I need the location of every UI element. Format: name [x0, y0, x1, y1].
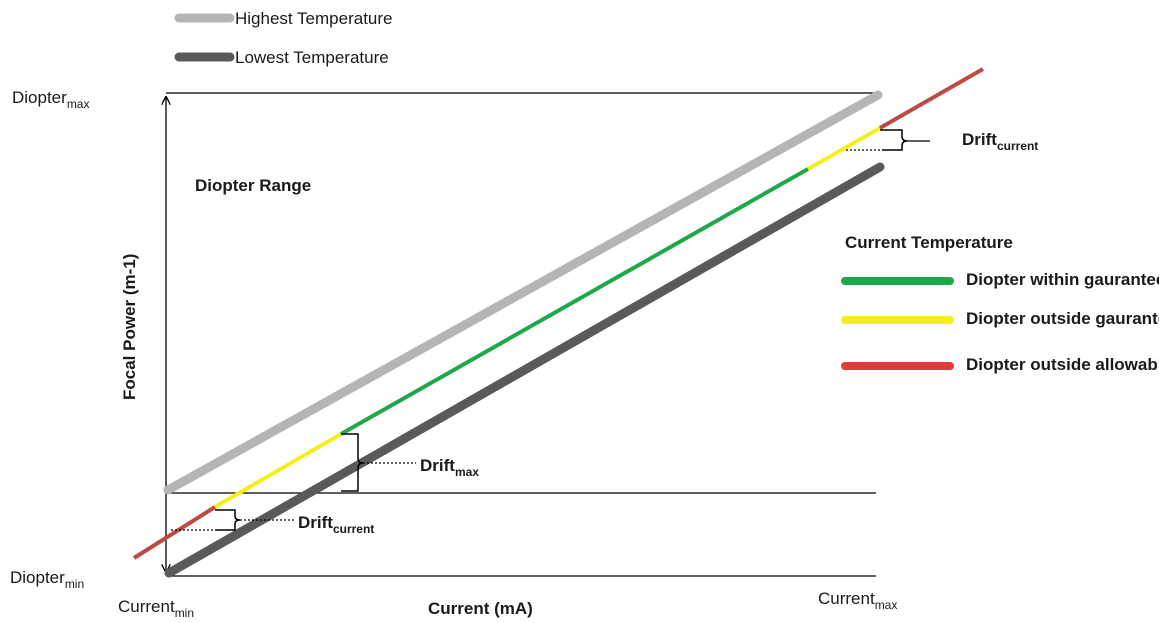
y-axis-label: Focal Power (m-1) — [120, 254, 139, 400]
current-temperature-title: Current Temperature — [845, 233, 1013, 252]
drift-max-bracket — [341, 433, 364, 492]
diopter-min-sub: min — [65, 577, 84, 591]
current-min-main: Current — [118, 597, 175, 616]
drift-current-high-bracket — [880, 129, 908, 151]
drift-current-high-sub: current — [997, 139, 1038, 153]
diopter-min-label: Dioptermin — [10, 568, 84, 591]
drift-current-high-main: Drift — [962, 130, 997, 149]
diopter-max-label: Dioptermax — [12, 88, 89, 111]
drift-current-low-label: Driftcurrent — [298, 513, 374, 536]
current-min-label: Currentmin — [118, 597, 194, 620]
lowest-temperature-line — [164, 162, 885, 578]
drift-current-low-main: Drift — [298, 513, 333, 532]
current-max-label: Currentmax — [818, 589, 897, 612]
current-line-yellow-low — [213, 432, 343, 509]
current-line-green — [340, 167, 809, 436]
drift-current-low-bracket — [215, 509, 241, 531]
current-max-sub: max — [875, 598, 898, 612]
legend-lowest-label: Lowest Temperature — [235, 48, 389, 67]
drift-current-high-label: Driftcurrent — [962, 130, 1038, 153]
highest-temperature-line — [163, 90, 883, 495]
legend-yellow-label: Diopter outside gauranteed range — [966, 309, 1159, 328]
diopter-min-main: Diopter — [10, 568, 65, 587]
current-line-red-high — [879, 67, 984, 130]
diopter-range-label: Diopter Range — [195, 176, 311, 195]
current-line-yellow-high — [807, 126, 881, 171]
legend-green-label: Diopter within gauranteed range — [966, 270, 1159, 289]
diopter-max-sub: max — [67, 97, 90, 111]
current-max-main: Current — [818, 589, 875, 608]
drift-max-main: Drift — [420, 456, 455, 475]
legend-red-label: Diopter outside allowable range — [966, 355, 1159, 374]
diopter-max-main: Diopter — [12, 88, 67, 107]
drift-current-low-sub: current — [333, 522, 374, 536]
x-axis-label: Current (mA) — [428, 599, 533, 618]
drift-max-label: Driftmax — [420, 456, 479, 479]
legend-highest-label: Highest Temperature — [235, 9, 393, 28]
drift-max-sub: max — [455, 465, 479, 479]
current-line-red-low — [132, 505, 217, 560]
current-min-sub: min — [175, 606, 194, 620]
